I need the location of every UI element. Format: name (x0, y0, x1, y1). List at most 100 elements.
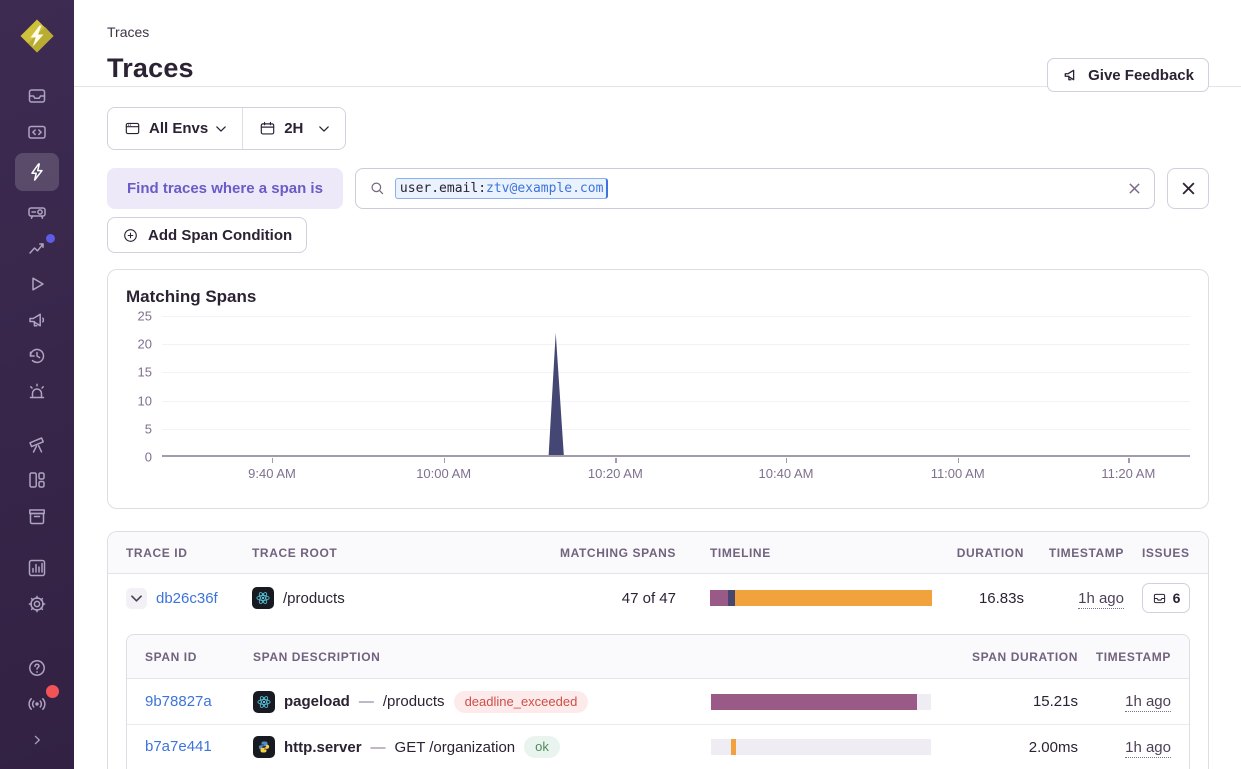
traces-table: TRACE ID TRACE ROOT MATCHING SPANS TIMEL… (107, 531, 1209, 769)
collapse-row-button[interactable] (126, 587, 147, 609)
date-range-filter[interactable]: 2H (243, 108, 346, 149)
sidebar-item-releases[interactable] (15, 339, 59, 373)
sidebar-item-whats-new[interactable] (15, 685, 59, 721)
search-token[interactable]: user.email:ztv@example.com (394, 178, 609, 199)
projector-icon (28, 207, 46, 219)
breadcrumb: Traces (107, 24, 150, 40)
col-span-timestamp: TIMESTAMP (1095, 649, 1171, 664)
sidebar-item-issues[interactable] (15, 79, 59, 113)
python-icon (253, 736, 275, 758)
add-span-condition-button[interactable]: Add Span Condition (107, 217, 308, 253)
span-search-input[interactable]: user.email:ztv@example.com (354, 168, 1155, 209)
span-status-badge: deadline_exceeded (453, 690, 589, 713)
span-description: GET /organization (394, 738, 516, 756)
matching-spans-panel: Matching Spans 0 5 10 15 20 25 9:40 AM 10:00 A… (107, 269, 1209, 509)
trace-id-link[interactable]: db26c36f (156, 589, 218, 607)
code-folder-icon (28, 125, 46, 139)
react-icon (253, 690, 275, 713)
trace-timeline-bar (710, 590, 932, 606)
matching-spans-count: 47 of 47 (621, 589, 676, 607)
calendar-icon (260, 121, 275, 135)
span-timestamp: 1h ago (1125, 693, 1171, 712)
sidebar-item-discover[interactable] (15, 427, 59, 461)
sentry-logo-icon (20, 19, 54, 53)
sidebar-item-stats[interactable] (15, 551, 59, 585)
sidebar-item-replays[interactable] (15, 267, 59, 301)
page-title: Traces (107, 53, 194, 83)
remove-condition-button[interactable] (1167, 168, 1209, 209)
give-feedback-label: Give Feedback (1088, 66, 1194, 84)
span-timeline-bar (711, 693, 931, 710)
separator: — (370, 738, 386, 756)
inbox-icon (1153, 593, 1165, 603)
archive-icon (29, 509, 45, 525)
col-span-duration: SPAN DURATION (971, 649, 1078, 664)
span-description: /products (382, 693, 445, 710)
col-matching-spans: MATCHING SPANS (560, 545, 676, 560)
trace-duration: 16.83s (978, 589, 1024, 607)
close-icon (1181, 182, 1195, 195)
history-clock-icon (29, 348, 45, 364)
span-duration: 2.00ms (1028, 738, 1078, 756)
sidebar-item-insights[interactable] (15, 231, 59, 265)
give-feedback-button[interactable]: Give Feedback (1047, 58, 1209, 92)
col-timestamp: TIMESTAMP (1048, 545, 1124, 560)
megaphone-icon (29, 313, 45, 327)
col-span-description: SPAN DESCRIPTION (253, 649, 381, 664)
chart-line-icon (29, 243, 44, 254)
spans-subtable: SPAN ID SPAN DESCRIPTION SPAN DURATION T… (126, 634, 1190, 769)
chart-plot-area (162, 316, 1190, 463)
spike-series (162, 332, 1190, 457)
filter-divider (242, 108, 244, 149)
sidebar-expand-button[interactable] (15, 723, 59, 757)
sidebar-item-traces[interactable] (15, 153, 59, 191)
trace-row: db26c36f /products (108, 574, 1208, 622)
span-operation: pageload (284, 693, 350, 710)
search-token-key: user.email: (399, 181, 487, 196)
chart-baseline (162, 455, 1190, 457)
sidebar-item-dashboards-projector[interactable] (15, 195, 59, 229)
siren-icon (29, 383, 45, 399)
col-duration: DURATION (956, 545, 1024, 560)
sidebar-item-dashboards[interactable] (15, 463, 59, 497)
sidebar-item-feedback[interactable] (15, 303, 59, 337)
issues-count-button[interactable]: 6 (1142, 583, 1190, 613)
trace-timestamp: 1h ago (1078, 589, 1124, 609)
environment-filter-label: All Envs (149, 120, 209, 137)
date-range-filter-label: 2H (284, 120, 304, 137)
span-timestamp: 1h ago (1125, 738, 1171, 758)
page-filter-bar: All Envs 2H (107, 107, 347, 150)
col-span-id: SPAN ID (145, 649, 197, 664)
col-trace-id: TRACE ID (126, 545, 188, 560)
sidebar-item-help[interactable] (15, 651, 59, 685)
chevron-down-icon (131, 594, 142, 602)
expand-chevron-icon (34, 735, 40, 745)
find-traces-label: Find traces where a span is (107, 168, 343, 209)
chart-title: Matching Spans (126, 287, 257, 306)
sidebar-item-alerts[interactable] (15, 375, 59, 409)
col-trace-root: TRACE ROOT (252, 545, 338, 560)
gear-icon (28, 595, 46, 613)
sidebar-item-projects[interactable] (15, 115, 59, 149)
environment-filter[interactable]: All Envs (108, 108, 243, 149)
lightning-icon (31, 163, 43, 181)
clear-search-button[interactable] (1128, 182, 1141, 195)
react-icon (252, 587, 274, 609)
sentry-logo[interactable] (17, 16, 57, 56)
play-icon (32, 277, 44, 291)
broadcast-icon (28, 698, 46, 710)
megaphone-icon (1064, 69, 1075, 81)
page-header: Traces Traces Give Feedback (74, 0, 1241, 92)
telescope-icon (29, 437, 44, 453)
span-row: 9b78827a page (127, 679, 1189, 724)
span-id-link[interactable]: b7a7e441 (145, 738, 212, 755)
sidebar-item-releases-archive[interactable] (15, 499, 59, 533)
search-icon (371, 182, 384, 195)
span-id-link[interactable]: 9b78827a (145, 692, 212, 710)
separator: — (358, 693, 374, 710)
close-icon (1129, 183, 1140, 194)
stats-icon (28, 559, 46, 577)
sidebar-item-settings[interactable] (15, 587, 59, 621)
trace-root-name: /products (283, 589, 345, 607)
notification-dot (46, 685, 59, 698)
